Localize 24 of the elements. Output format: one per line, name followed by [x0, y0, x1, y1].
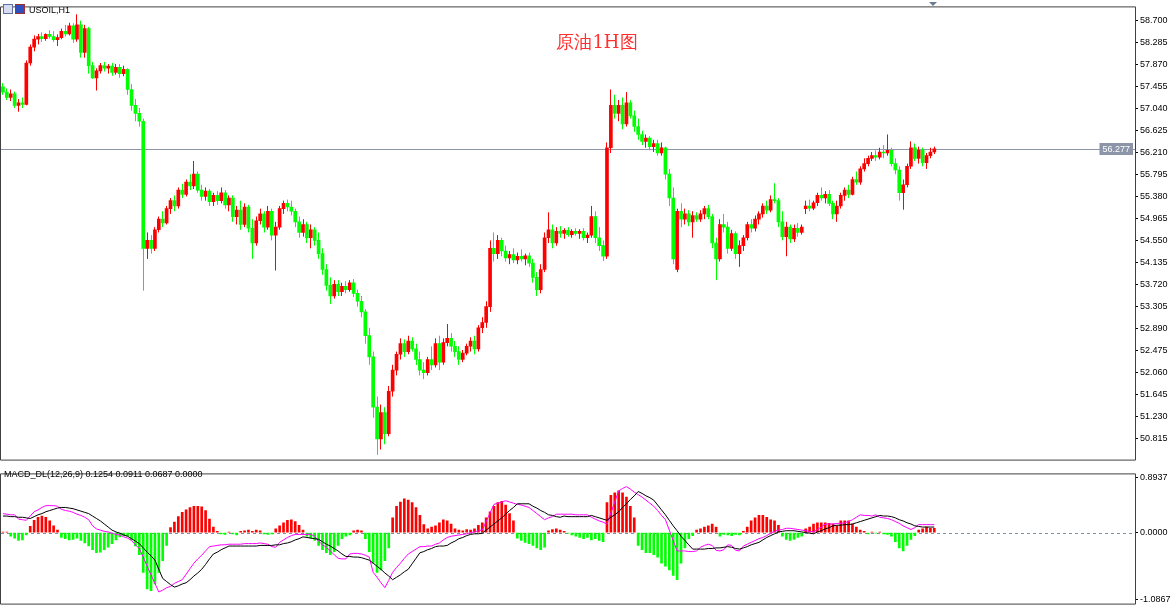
y-tick-label: 56.210	[1140, 146, 1168, 157]
y-tick-label: 55.795	[1140, 168, 1168, 179]
y-tick-label: 57.870	[1140, 59, 1168, 70]
ref-line-label: 56.277	[1102, 143, 1130, 154]
text: 原油1H图	[556, 30, 638, 52]
y-tick-label: 58.700	[1140, 15, 1168, 26]
y-tick-label: 53.720	[1140, 278, 1168, 289]
y-tick-label: 54.135	[1140, 256, 1168, 267]
y-tick-label: 53.305	[1140, 300, 1168, 311]
y-tick-label: 52.060	[1140, 366, 1168, 377]
y-tick-label: 52.475	[1140, 344, 1168, 355]
y-tick-label: 58.285	[1140, 37, 1168, 48]
y-tick-label: 56.625	[1140, 125, 1168, 135]
y-tick-label: -1.0867	[1140, 593, 1170, 604]
y-tick-label: 54.550	[1140, 234, 1168, 245]
y-tick-label: 55.380	[1140, 190, 1168, 201]
y-tick-label: 57.455	[1140, 81, 1168, 92]
y-tick-label: 52.890	[1140, 322, 1168, 333]
y-tick-label: 57.040	[1140, 103, 1168, 114]
y-tick-label: 51.230	[1140, 410, 1168, 421]
annotation: USOIL,H1	[29, 5, 71, 16]
y-tick-label: 51.645	[1140, 388, 1168, 399]
y-tick-label: 54.965	[1140, 212, 1168, 223]
y-tick-label: 50.815	[1140, 432, 1168, 443]
